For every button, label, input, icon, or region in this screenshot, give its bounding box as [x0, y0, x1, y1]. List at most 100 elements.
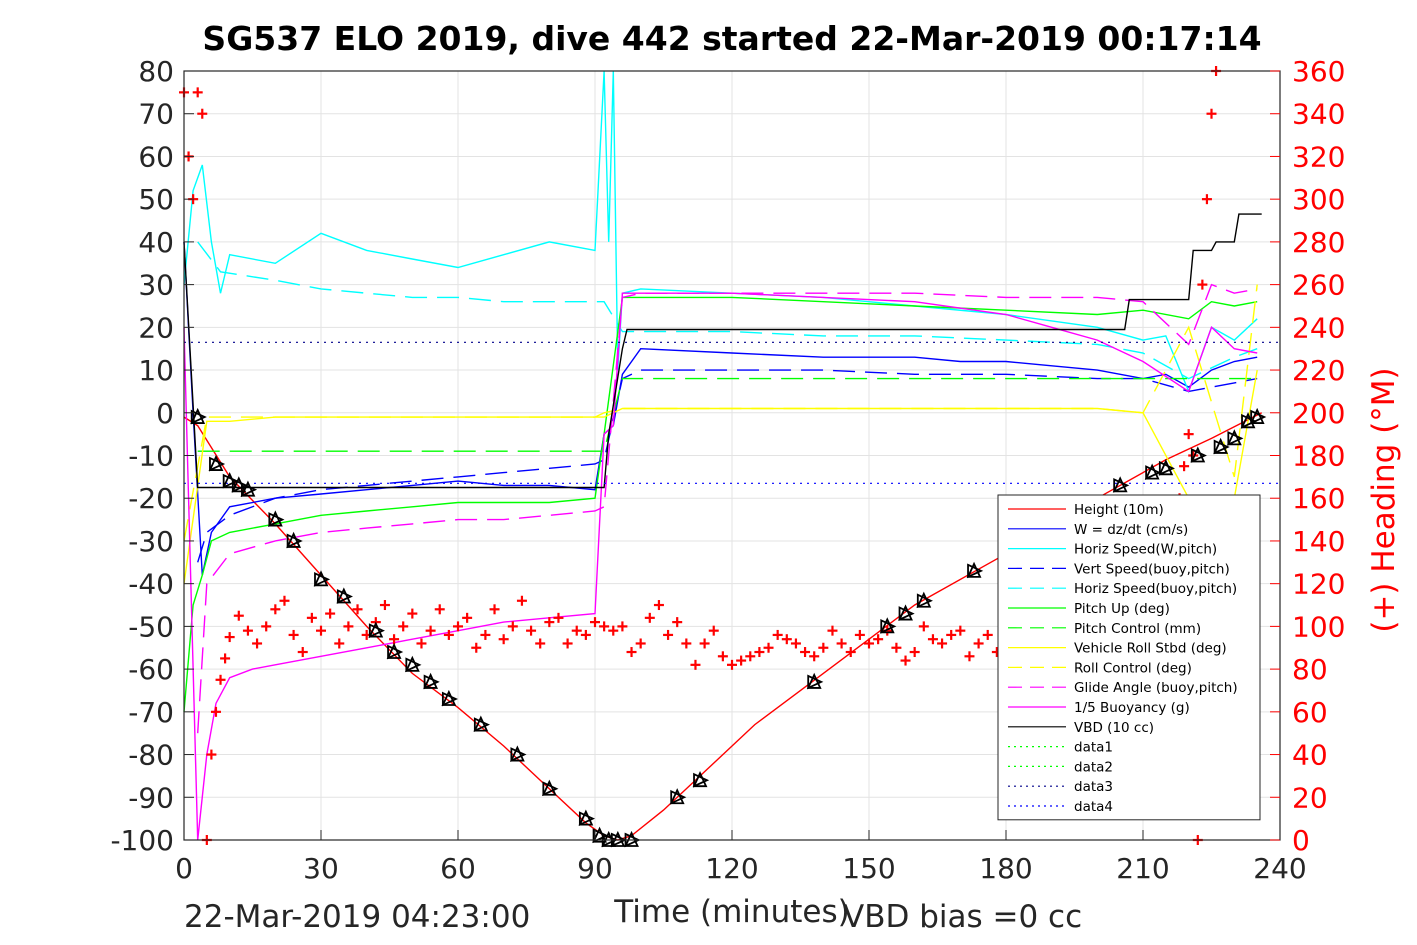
x-tick-label: 210	[1116, 852, 1169, 885]
heading-point	[790, 638, 801, 649]
depth-marker-right	[670, 789, 687, 805]
heading-point	[864, 638, 874, 649]
depth-marker-right	[387, 644, 404, 660]
depth-marker-right	[1113, 477, 1130, 493]
legend-label: Pitch Up (deg)	[1074, 601, 1170, 617]
depth-marker-right	[1213, 439, 1230, 455]
legend-label: Height (10m)	[1074, 502, 1164, 518]
depth-marker	[1144, 463, 1162, 480]
heading-point	[389, 634, 400, 645]
left-tick-label: -90	[128, 781, 174, 814]
heading-point	[425, 625, 436, 636]
depth-marker	[208, 454, 226, 472]
depth-marker	[916, 591, 933, 609]
heading-point	[699, 638, 710, 649]
depth-marker-right	[1190, 448, 1207, 463]
heading-point	[224, 632, 235, 643]
left-tick-label: -100	[110, 824, 174, 857]
right-axis-ticks: 3603403203002802602402202001801601401201…	[1270, 55, 1345, 857]
x-tick-label: 0	[175, 852, 193, 885]
heading-point	[498, 634, 509, 645]
right-tick-label: 80	[1292, 653, 1328, 686]
depth-marker-up	[1190, 446, 1206, 463]
series-line-6	[197, 377, 1258, 452]
heading-point	[918, 621, 929, 632]
depth-marker	[386, 642, 404, 660]
depth-marker-up	[898, 604, 913, 621]
left-tick-label: -60	[128, 653, 174, 686]
depth-marker-up	[1213, 437, 1229, 454]
heading-point	[489, 604, 500, 615]
depth-marker-right	[1145, 465, 1162, 480]
heading-point	[653, 600, 664, 611]
left-tick-label: 10	[138, 354, 174, 387]
heading-point	[955, 625, 966, 636]
heading-point	[672, 617, 683, 628]
depth-marker-right	[1227, 431, 1244, 446]
heading-point	[900, 655, 911, 666]
x-tick-label: 90	[577, 852, 613, 885]
heading-point	[516, 595, 527, 606]
depth-marker	[404, 655, 422, 673]
series-layer	[183, 70, 1280, 841]
heading-point	[197, 108, 208, 119]
heading-point	[206, 749, 217, 760]
heading-point	[416, 638, 427, 649]
heading-point	[334, 638, 345, 649]
heading-point	[553, 612, 564, 623]
depth-marker-right	[268, 512, 285, 527]
x-tick-label: 60	[440, 852, 476, 885]
depth-marker-up	[267, 510, 283, 527]
heading-point	[279, 595, 290, 606]
heading-point	[1183, 429, 1194, 440]
depth-marker-up	[240, 480, 256, 497]
depth-marker-up	[423, 672, 439, 689]
depth-marker-up	[386, 642, 402, 659]
right-tick-label: 20	[1292, 781, 1328, 814]
depth-marker-right	[1241, 413, 1258, 429]
heading-point	[781, 634, 792, 645]
heading-point	[233, 610, 244, 621]
depth-marker-right	[423, 674, 440, 690]
heading-point	[763, 642, 774, 653]
marker-layer	[190, 407, 1267, 848]
depth-marker	[267, 510, 285, 527]
heading-point	[343, 621, 354, 632]
legend-label: VBD (10 cc)	[1074, 720, 1154, 736]
left-tick-label: 40	[138, 226, 174, 259]
depth-marker-right	[542, 781, 559, 797]
depth-marker-up	[190, 407, 206, 424]
right-tick-label: 320	[1292, 140, 1345, 173]
heading-point	[407, 608, 418, 619]
depth-marker-right	[231, 477, 248, 493]
legend-label: data4	[1074, 799, 1113, 815]
heading-point	[261, 621, 272, 632]
legend: Height (10m) W = dz/dt (cm/s) Horiz Speed(…	[997, 494, 1261, 821]
depth-marker-right	[510, 747, 527, 762]
depth-marker-up	[1112, 476, 1128, 493]
heading-point	[210, 706, 221, 717]
heading-point	[635, 638, 646, 649]
depth-marker	[806, 672, 824, 690]
right-axis-label: (+) Heading (°M)	[1366, 367, 1402, 632]
depth-marker-right	[209, 456, 226, 472]
right-tick-label: 40	[1292, 739, 1328, 772]
heading-point	[590, 617, 600, 628]
heading-point	[192, 87, 203, 98]
heading-point	[306, 612, 317, 623]
heading-point	[708, 625, 719, 636]
legend-label: Pitch Control (mm)	[1074, 621, 1201, 637]
right-tick-label: 240	[1292, 311, 1345, 344]
depth-marker	[966, 561, 984, 579]
series-line-2	[183, 70, 1258, 394]
legend-label: Horiz Speed(buoy,pitch)	[1074, 581, 1237, 597]
depth-marker	[286, 531, 303, 549]
depth-marker-up	[1144, 463, 1160, 480]
depth-marker	[692, 771, 710, 788]
heading-point	[507, 621, 518, 632]
depth-marker-up	[336, 587, 352, 604]
x-tick-label: 150	[842, 852, 895, 885]
depth-marker-up	[916, 591, 932, 608]
heading-point	[242, 625, 253, 636]
chart-title: SG537 ELO 2019, dive 442 started 22-Mar-…	[202, 19, 1261, 58]
